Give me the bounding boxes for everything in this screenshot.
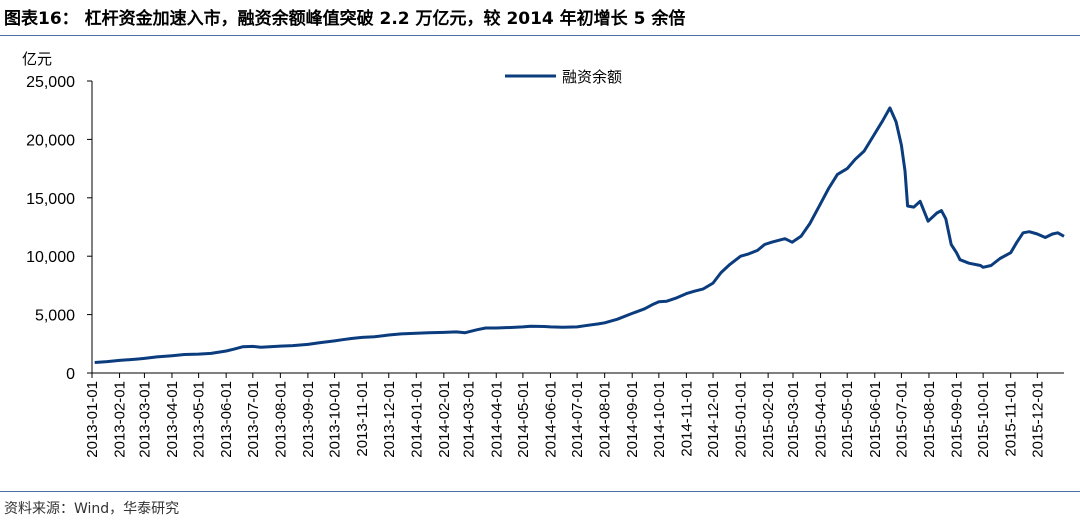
y-axis: 0 5,000 10,000 15,000 20,000 25,000	[26, 74, 93, 383]
x-tick-label: 2014-09-01	[624, 381, 641, 458]
x-tick-label: 2014-05-01	[515, 381, 532, 458]
x-tick-label: 2015-10-01	[975, 381, 992, 458]
x-tick-label: 2014-07-01	[569, 381, 586, 458]
x-tick-label: 2013-04-01	[164, 381, 181, 458]
x-axis: 2013-01-01 2013-02-01 2013-03-01 2013-04-01…	[84, 372, 1064, 458]
figure-title: 图表16： 杠杆资金加速入市，融资余额峰值突破 2.2 万亿元，较 2014 年…	[4, 9, 686, 29]
y-tick-label: 15,000	[26, 191, 75, 208]
source-divider	[0, 491, 1080, 492]
x-tick-label: 2015-08-01	[921, 381, 938, 458]
x-tick-label: 2014-06-01	[542, 381, 559, 458]
x-tick-label: 2015-02-01	[760, 381, 777, 458]
x-tick-label: 2014-12-01	[705, 381, 722, 458]
x-tick-label: 2015-06-01	[867, 381, 884, 458]
x-tick-label: 2014-04-01	[488, 381, 505, 458]
x-tick-label: 2014-03-01	[461, 381, 478, 458]
y-tick-label: 25,000	[26, 74, 75, 91]
series-line-融资余额	[94, 106, 1065, 364]
x-tick-label: 2013-05-01	[191, 381, 208, 458]
x-tick-label: 2013-12-01	[381, 381, 398, 458]
x-tick-label: 2014-01-01	[408, 381, 425, 458]
x-tick-label: 2014-02-01	[436, 381, 453, 458]
x-tick-label: 2013-02-01	[112, 381, 129, 458]
legend-label: 融资余额	[562, 68, 622, 86]
x-tick-label: 2015-03-01	[785, 381, 802, 458]
y-tick-label: 20,000	[26, 132, 75, 149]
x-tick-label: 2015-04-01	[813, 381, 830, 458]
x-tick-label: 2013-08-01	[272, 381, 289, 458]
title-divider	[0, 35, 1080, 36]
series-layer	[94, 106, 1065, 364]
x-tick-label: 2015-09-01	[948, 381, 965, 458]
legend: 融资余额	[505, 68, 622, 86]
x-tick-label: 2013-01-01	[84, 381, 101, 458]
x-tick-label: 2013-09-01	[300, 381, 317, 458]
y-tick-label: 5,000	[35, 308, 75, 325]
x-tick-label: 2015-12-01	[1029, 381, 1046, 458]
x-tick-label: 2013-07-01	[245, 381, 262, 458]
line-chart: 亿元 0 5,000 10,000 15,000 20,000 25,000 2013-0…	[22, 51, 1065, 458]
x-tick-label: 2015-07-01	[893, 381, 910, 458]
x-tick-label: 2014-08-01	[597, 381, 614, 458]
y-tick-label: 10,000	[26, 249, 75, 266]
x-tick-label: 2014-10-01	[651, 381, 668, 458]
x-tick-label: 2015-11-01	[1003, 381, 1020, 457]
x-tick-label: 2013-06-01	[218, 381, 235, 458]
x-tick-label: 2013-03-01	[136, 381, 153, 458]
x-tick-label: 2013-11-01	[354, 381, 371, 457]
x-tick-label: 2015-01-01	[733, 381, 750, 458]
y-axis-unit-label: 亿元	[22, 51, 52, 68]
source-note: 资料来源：Wind，华泰研究	[4, 501, 180, 517]
y-tick-label: 0	[66, 366, 75, 383]
x-tick-label: 2013-10-01	[327, 381, 344, 458]
x-tick-label: 2015-05-01	[839, 381, 856, 458]
x-tick-label: 2014-11-01	[678, 381, 695, 457]
